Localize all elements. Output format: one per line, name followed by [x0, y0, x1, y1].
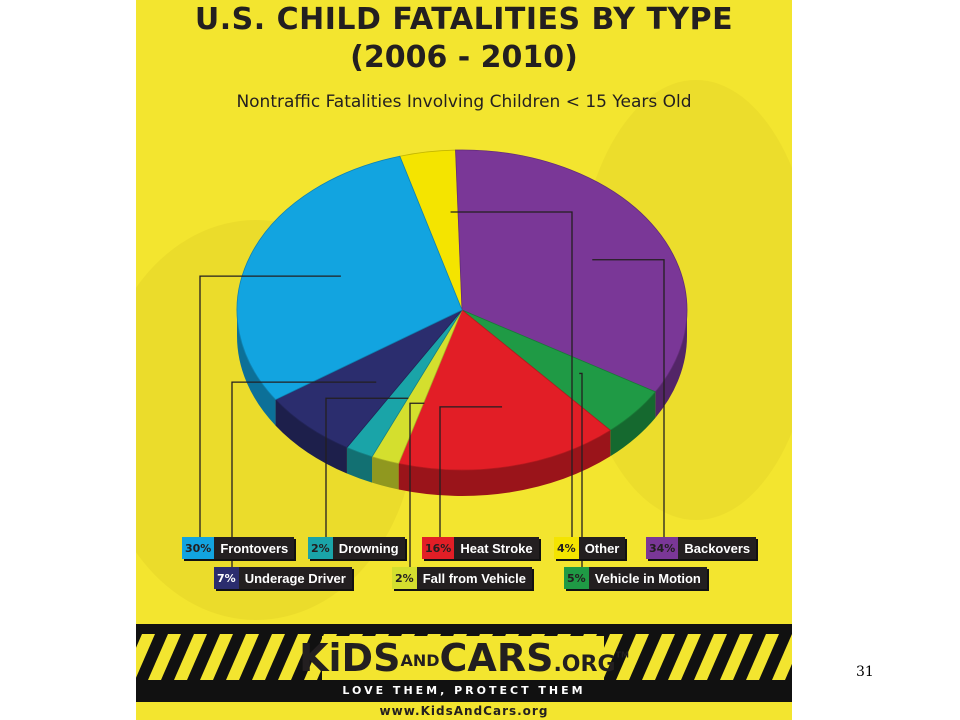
hazard-stripe: [174, 634, 207, 680]
legend-label: Heat Stroke: [454, 537, 539, 559]
pie-3d-sides: [237, 310, 687, 496]
legend-percent: 16%: [422, 537, 455, 559]
hazard-stripe: [668, 634, 701, 680]
legend-percent: 34%: [646, 537, 679, 559]
poster: U.S. CHILD FATALITIES BY TYPE (2006 - 20…: [136, 0, 792, 720]
leader-line-heat-stroke: [439, 406, 503, 537]
pie-side-heat-stroke: [398, 430, 611, 496]
legend-percent: 30%: [182, 537, 215, 559]
hazard-stripe: [772, 634, 792, 680]
pie-slice-heat-stroke: [398, 309, 612, 471]
hazard-stripe: [616, 634, 649, 680]
pie-chart: [199, 149, 688, 567]
pie-slice-frontovers: [236, 155, 463, 401]
legend-item-fall-from-vehicle: 2% Fall from Vehicle: [392, 567, 533, 589]
legend-label: Other: [578, 537, 626, 559]
website-url: www.KidsAndCars.org: [136, 702, 792, 720]
pie-side-underage-driver: [275, 399, 347, 474]
pie-side-frontovers: [237, 310, 276, 426]
leader-line-underage-driver: [231, 381, 377, 567]
pie-side-fall-from-vehicle: [372, 456, 399, 490]
leader-line-other: [450, 211, 573, 537]
hazard-stripe: [642, 634, 675, 680]
pie-side-backovers: [655, 310, 687, 418]
legend-percent: 5%: [564, 567, 589, 589]
logo-box: [322, 636, 604, 680]
hazard-stripe: [148, 634, 181, 680]
leader-line-drowning: [325, 397, 409, 537]
leader-lines: [199, 211, 665, 567]
legend-percent: 7%: [214, 567, 239, 589]
legend-label: Underage Driver: [238, 567, 352, 589]
pie-side-vehicle-in-motion: [610, 391, 656, 457]
legend-label: Backovers: [678, 537, 757, 559]
leader-line-backovers: [592, 259, 665, 537]
chart-subtitle: Nontraffic Fatalities Involving Children…: [236, 92, 692, 112]
legend-label: Frontovers: [214, 537, 295, 559]
hazard-stripe: [252, 634, 285, 680]
leader-line-fall-from-vehicle: [409, 402, 425, 567]
legend-item-backovers: 34% Backovers: [646, 537, 757, 559]
legend-label: Vehicle in Motion: [588, 567, 707, 589]
kidsandcars-logo: KiDSANDCARS.ORGTM: [299, 636, 629, 680]
hazard-stripe: [746, 634, 779, 680]
hazard-stripe: [200, 634, 233, 680]
chart-title: U.S. CHILD FATALITIES BY TYPE: [194, 2, 734, 37]
legend-percent: 2%: [392, 567, 417, 589]
hazard-stripe: [720, 634, 753, 680]
legend-item-heat-stroke: 16% Heat Stroke: [422, 537, 539, 559]
leader-line-frontovers: [199, 275, 341, 537]
legend-label: Fall from Vehicle: [416, 567, 533, 589]
legend-item-vehicle-in-motion: 5% Vehicle in Motion: [564, 567, 707, 589]
legend-percent: 4%: [554, 537, 579, 559]
legend-percent: 2%: [308, 537, 333, 559]
pie-side-drowning: [346, 447, 373, 483]
hazard-stripe: [226, 634, 259, 680]
leader-line-vehicle-in-motion: [579, 372, 583, 567]
hazard-stripe: [136, 634, 155, 678]
legend-item-other: 4% Other: [554, 537, 626, 559]
pie-slices: [236, 149, 688, 471]
hazard-stripe: [278, 634, 311, 680]
legend-label: Drowning: [332, 537, 405, 559]
slide-number: 31: [856, 664, 874, 680]
hazard-stripe: [694, 634, 727, 680]
legend-item-underage-driver: 7% Underage Driver: [214, 567, 352, 589]
tagline: LOVE THEM, PROTECT THEM: [342, 684, 586, 697]
chart-title-years: (2006 - 2010): [350, 40, 578, 75]
legend-item-drowning: 2% Drowning: [308, 537, 405, 559]
legend-item-frontovers: 30% Frontovers: [182, 537, 295, 559]
